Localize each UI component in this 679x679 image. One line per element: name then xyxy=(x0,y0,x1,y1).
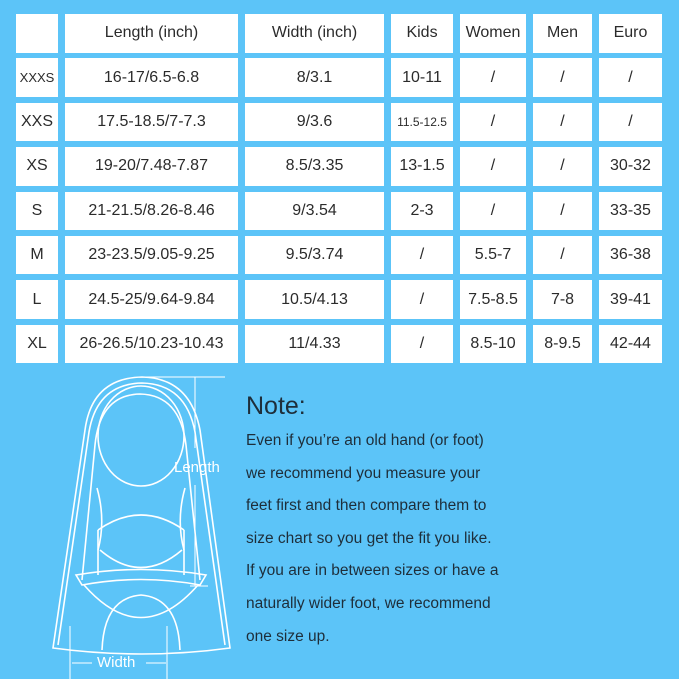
table-cell: / xyxy=(599,58,662,97)
note-line: one size up. xyxy=(246,627,330,645)
header-cell xyxy=(16,14,58,53)
table-cell: 39-41 xyxy=(599,280,662,319)
note-title: Note: xyxy=(246,392,306,420)
table-cell: 17.5-18.5/7-7.3 xyxy=(65,102,238,142)
note-line: If you are in between sizes or have a xyxy=(246,562,499,580)
table-cell: / xyxy=(533,102,592,142)
table-cell: 10.5/4.13 xyxy=(245,280,384,319)
size-cell: L xyxy=(16,280,58,319)
table-cell: / xyxy=(460,191,526,231)
size-cell: XL xyxy=(16,324,58,364)
table-cell: 26-26.5/10.23-10.43 xyxy=(65,324,238,364)
size-cell: XS xyxy=(16,147,58,186)
swim-fin-outline-icon xyxy=(52,376,231,679)
table-cell: 42-44 xyxy=(599,324,662,364)
table-cell: / xyxy=(533,58,592,97)
table-cell: 33-35 xyxy=(599,191,662,231)
note-line: feet first and then compare them to xyxy=(246,497,487,515)
header-cell: Kids xyxy=(391,14,453,53)
header-cell: Euro xyxy=(599,14,662,53)
table-cell: 9.5/3.74 xyxy=(245,235,384,275)
table-cell: 11/4.33 xyxy=(245,324,384,364)
table-cell: 9/3.54 xyxy=(245,191,384,231)
table-cell: 30-32 xyxy=(599,147,662,186)
table-cell: 10-11 xyxy=(391,58,453,97)
table-cell: / xyxy=(533,235,592,275)
table-cell: / xyxy=(460,102,526,142)
table-cell: 8/3.1 xyxy=(245,58,384,97)
table-cell: 11.5-12.5 xyxy=(391,102,453,142)
table-cell: 21-21.5/8.26-8.46 xyxy=(65,191,238,231)
note-line: size chart so you get the fit you like. xyxy=(246,529,492,547)
table-cell: 8.5/3.35 xyxy=(245,147,384,186)
table-cell: 5.5-7 xyxy=(460,235,526,275)
header-cell: Length (inch) xyxy=(65,14,238,53)
note-line: Even if you’re an old hand (or foot) xyxy=(246,432,484,449)
size-cell: XXS xyxy=(16,102,58,142)
table-cell: 16-17/6.5-6.8 xyxy=(65,58,238,97)
header-cell: Width (inch) xyxy=(245,14,384,53)
size-cell: M xyxy=(16,235,58,275)
size-cell: XXXS xyxy=(16,58,58,97)
table-cell: 7-8 xyxy=(533,280,592,319)
header-cell: Men xyxy=(533,14,592,53)
table-cell: 8.5-10 xyxy=(460,324,526,364)
table-cell: / xyxy=(391,324,453,364)
table-cell: 19-20/7.48-7.87 xyxy=(65,147,238,186)
table-cell: 23-23.5/9.05-9.25 xyxy=(65,235,238,275)
table-cell: 24.5-25/9.64-9.84 xyxy=(65,280,238,319)
note-line: we recommend you measure your xyxy=(246,464,481,482)
note-line: naturally wider foot, we recommend xyxy=(246,594,491,612)
table-cell: / xyxy=(599,102,662,142)
table-cell: / xyxy=(533,191,592,231)
table-cell: 36-38 xyxy=(599,235,662,275)
size-cell: S xyxy=(16,191,58,231)
table-cell: / xyxy=(391,235,453,275)
length-label: Length xyxy=(174,459,220,476)
table-cell: 9/3.6 xyxy=(245,102,384,142)
header-cell: Women xyxy=(460,14,526,53)
table-cell: / xyxy=(391,280,453,319)
size-chart-table: Length (inch) Width (inch) Kids Women Men Eur… xyxy=(16,14,662,364)
table-cell: / xyxy=(460,147,526,186)
note-section: Note: Even if you’re an old hand (or foo… xyxy=(246,392,498,653)
table-cell: / xyxy=(533,147,592,186)
table-cell: / xyxy=(460,58,526,97)
width-label: Width xyxy=(97,654,136,671)
table-cell: 13-1.5 xyxy=(391,147,453,186)
table-cell: 7.5-8.5 xyxy=(460,280,526,319)
table-cell: 8-9.5 xyxy=(533,324,592,364)
table-cell: 2-3 xyxy=(391,191,453,231)
